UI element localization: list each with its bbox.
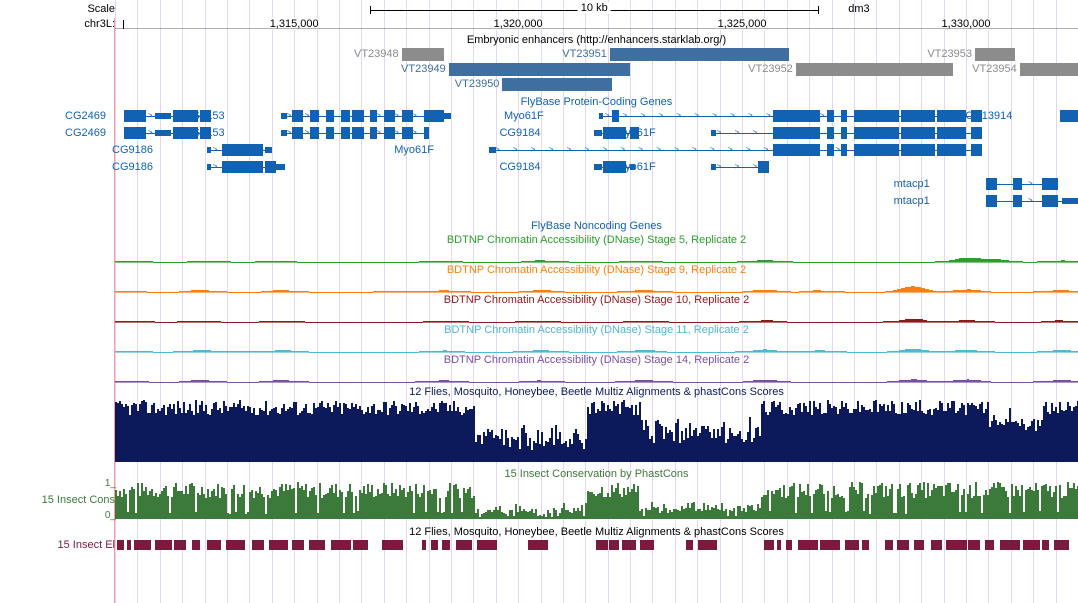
- conserved-element[interactable]: [431, 540, 438, 550]
- conserved-element[interactable]: [985, 540, 994, 550]
- scale-value: 10 kb: [578, 2, 611, 14]
- gene-label[interactable]: CG2469: [65, 110, 106, 122]
- enhancer-track-title: Embryonic enhancers (http://enhancers.st…: [115, 34, 1078, 46]
- conserved-element[interactable]: [686, 540, 693, 550]
- gene-label[interactable]: mtacp1: [894, 178, 930, 190]
- conserved-element[interactable]: [331, 540, 351, 550]
- enhancer-label-VT23954: VT23954: [962, 63, 1017, 75]
- conserved-element[interactable]: [914, 540, 924, 550]
- conserved-element[interactable]: [192, 540, 200, 550]
- gene-label[interactable]: Myo61F: [504, 110, 544, 122]
- dnase-title: BDTNP Chromatin Accessibility (DNase) St…: [115, 264, 1078, 276]
- elements-side-label: 15 Insect El: [0, 539, 115, 551]
- conserved-element[interactable]: [155, 540, 172, 550]
- conserved-element[interactable]: [1023, 540, 1040, 550]
- gene-label[interactable]: CG9184: [499, 161, 540, 173]
- conserved-element[interactable]: [698, 540, 717, 550]
- conserved-element[interactable]: [117, 540, 123, 550]
- conserved-element[interactable]: [968, 540, 980, 550]
- gene-label[interactable]: CG9186: [112, 161, 153, 173]
- gene-label[interactable]: mtacp1: [894, 195, 930, 207]
- scale-label: Scale: [0, 3, 115, 15]
- enhancer-VT23952[interactable]: [796, 63, 953, 76]
- conserved-element[interactable]: [897, 540, 909, 550]
- gene-label[interactable]: Myo61F: [616, 127, 656, 139]
- conserved-element[interactable]: [134, 540, 151, 550]
- gene-track-title: FlyBase Protein-Coding Genes: [115, 96, 1078, 108]
- assembly-label: dm3: [848, 3, 869, 15]
- enhancer-label-VT23952: VT23952: [738, 63, 793, 75]
- dnase-title: BDTNP Chromatin Accessibility (DNase) St…: [115, 294, 1078, 306]
- enhancer-VT23954[interactable]: [1020, 63, 1078, 76]
- conserved-element[interactable]: [946, 540, 967, 550]
- conserved-element[interactable]: [622, 540, 636, 550]
- conserved-element[interactable]: [127, 540, 131, 550]
- conserved-element[interactable]: [442, 540, 450, 550]
- enhancer-label-VT23948: VT23948: [344, 48, 399, 60]
- conserved-element[interactable]: [596, 540, 607, 550]
- enhancer-VT23948[interactable]: [402, 48, 445, 61]
- conserved-element[interactable]: [1054, 540, 1069, 550]
- conserved-element[interactable]: [820, 540, 840, 550]
- conserved-element[interactable]: [456, 540, 472, 550]
- enhancer-label-VT23949: VT23949: [391, 63, 446, 75]
- enhancer-label-VT23953: VT23953: [917, 48, 972, 60]
- elements-title: 12 Flies, Mosquito, Honeybee, Beetle Mul…: [115, 526, 1078, 538]
- gene-label[interactable]: CG9186: [112, 144, 153, 156]
- conserved-element[interactable]: [422, 540, 426, 550]
- chrom-label: chr3L:: [0, 18, 115, 30]
- enhancer-VT23953[interactable]: [975, 48, 1015, 61]
- phastcons-side-label: 15 Insect Cons: [0, 494, 115, 506]
- gene-label[interactable]: CG13914: [965, 110, 1012, 122]
- conserved-element[interactable]: [1000, 540, 1020, 550]
- gene-label[interactable]: CG2469: [65, 127, 106, 139]
- conserved-element[interactable]: [786, 540, 791, 550]
- gene-label[interactable]: Myo61F: [394, 144, 434, 156]
- enhancer-VT23951[interactable]: [610, 48, 789, 61]
- conserved-element[interactable]: [609, 540, 618, 550]
- conserved-element[interactable]: [528, 540, 548, 550]
- conserved-element[interactable]: [477, 540, 497, 550]
- enhancer-label-VT23951: VT23951: [552, 48, 607, 60]
- conserved-element[interactable]: [226, 540, 245, 550]
- conserved-element[interactable]: [845, 540, 858, 550]
- noncoding-title: FlyBase Noncoding Genes: [115, 220, 1078, 232]
- conserved-element[interactable]: [862, 540, 869, 550]
- enhancer-VT23950[interactable]: [502, 78, 612, 91]
- dnase-title: BDTNP Chromatin Accessibility (DNase) St…: [115, 354, 1078, 366]
- gene-label[interactable]: CG9184: [499, 127, 540, 139]
- conserved-element[interactable]: [269, 540, 288, 550]
- conserved-element[interactable]: [309, 540, 325, 550]
- multiz-title: 12 Flies, Mosquito, Honeybee, Beetle Mul…: [115, 386, 1078, 398]
- gene-label[interactable]: Myo61F: [616, 161, 656, 173]
- dnase-title: BDTNP Chromatin Accessibility (DNase) St…: [115, 324, 1078, 336]
- conserved-element[interactable]: [207, 540, 221, 550]
- conserved-element[interactable]: [174, 540, 186, 550]
- conserved-element[interactable]: [931, 540, 942, 550]
- conserved-element[interactable]: [764, 540, 774, 550]
- conserved-element[interactable]: [777, 540, 781, 550]
- conserved-element[interactable]: [353, 540, 367, 550]
- gene-label[interactable]: CG9153: [184, 127, 225, 139]
- conserved-element[interactable]: [640, 540, 654, 550]
- enhancer-label-VT23950: VT23950: [444, 78, 499, 90]
- conserved-element[interactable]: [252, 540, 264, 550]
- conserved-element[interactable]: [885, 540, 893, 550]
- genome-browser: Scale10 kbdm3chr3L:1,315,0001,320,0001,3…: [0, 0, 1078, 603]
- conserved-element[interactable]: [382, 540, 402, 550]
- gene-label[interactable]: CG9153: [184, 110, 225, 122]
- conserved-element[interactable]: [292, 540, 304, 550]
- conserved-element[interactable]: [1042, 540, 1049, 550]
- dnase-title: BDTNP Chromatin Accessibility (DNase) St…: [115, 234, 1078, 246]
- enhancer-VT23949[interactable]: [449, 63, 630, 76]
- conserved-element[interactable]: [798, 540, 818, 550]
- phastcons-title: 15 Insect Conservation by PhastCons: [115, 468, 1078, 480]
